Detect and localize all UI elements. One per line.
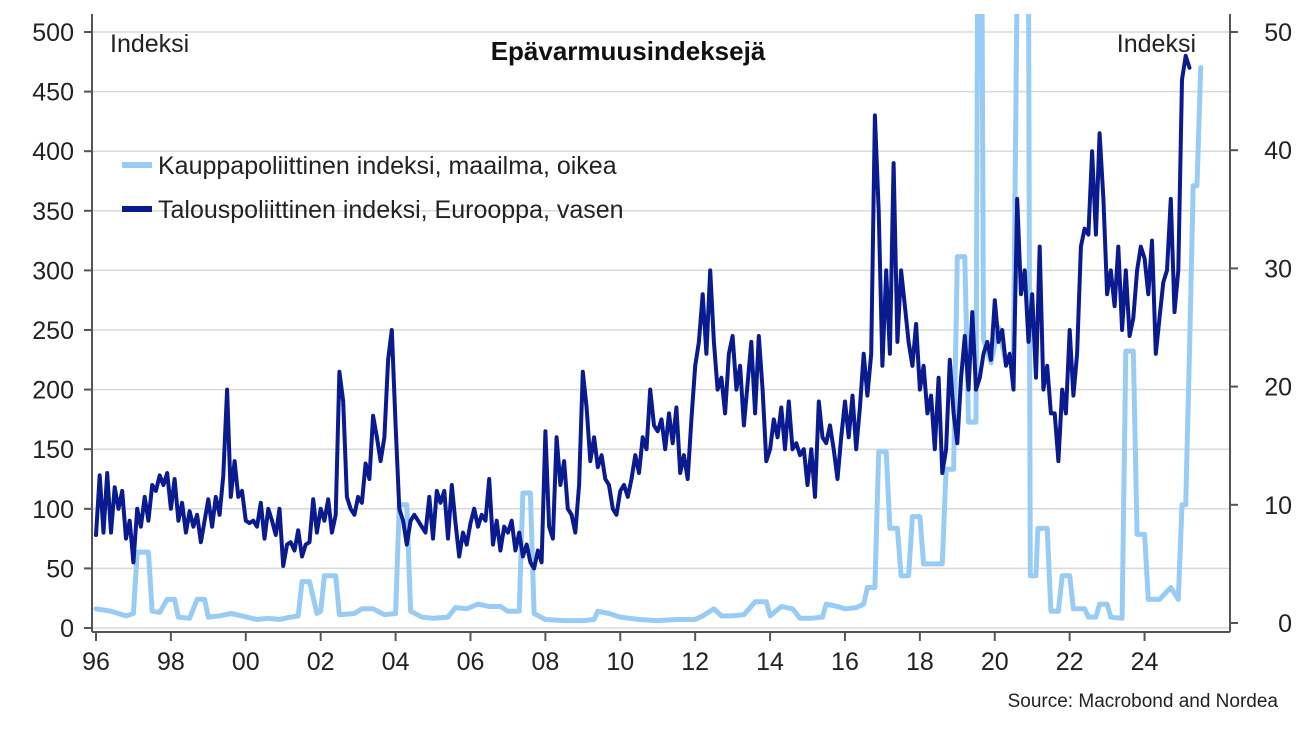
grid-lines — [92, 31, 1230, 629]
x-tick-label-18: 18 — [906, 648, 934, 676]
right-tick-label-10: 10 — [1264, 492, 1292, 520]
right-tick-label-0: 0 — [1278, 610, 1292, 638]
x-tick-label-00: 00 — [232, 648, 260, 676]
x-tick-label-14: 14 — [756, 648, 784, 676]
legend: Kauppapoliittinen indeksi, maailma, oike… — [122, 152, 624, 224]
left-tick-label-250: 250 — [32, 317, 74, 345]
right-tick-label-40: 40 — [1264, 137, 1292, 165]
chart-title: Epävarmuusindeksejä — [491, 36, 766, 66]
source-note: Source: Macrobond and Nordea — [1008, 691, 1279, 712]
left-tick-label-50: 50 — [46, 555, 74, 583]
left-axis-title: Indeksi — [110, 30, 189, 58]
left-tick-label-300: 300 — [32, 257, 74, 285]
left-tick-label-350: 350 — [32, 198, 74, 226]
x-tick-label-22: 22 — [1056, 648, 1084, 676]
left-axis-ticks: 0 50 100 150 200 250 300 350 400 450 500 — [32, 19, 92, 643]
legend-label-trade: Kauppapoliittinen indeksi, maailma, oike… — [158, 152, 617, 180]
series-line-trade — [93, 14, 1204, 624]
left-tick-label-0: 0 — [60, 615, 74, 643]
x-tick-label-96: 96 — [82, 648, 110, 676]
x-tick-label-10: 10 — [606, 648, 634, 676]
x-tick-label-08: 08 — [531, 648, 559, 676]
series-lines — [93, 14, 1204, 624]
left-tick-label-500: 500 — [32, 19, 74, 47]
left-tick-label-150: 150 — [32, 436, 74, 464]
x-tick-label-98: 98 — [157, 648, 185, 676]
right-tick-label-30: 30 — [1264, 255, 1292, 283]
right-tick-label-50: 50 — [1264, 19, 1292, 47]
left-tick-label-100: 100 — [32, 496, 74, 524]
x-tick-label-06: 06 — [457, 648, 485, 676]
left-tick-label-400: 400 — [32, 138, 74, 166]
x-tick-label-12: 12 — [681, 648, 709, 676]
left-tick-label-450: 450 — [32, 79, 74, 107]
x-tick-label-02: 02 — [307, 648, 335, 676]
right-tick-label-20: 20 — [1264, 374, 1292, 402]
x-tick-label-20: 20 — [981, 648, 1009, 676]
right-axis-ticks: 0 10 20 30 40 50 — [1230, 19, 1292, 638]
right-axis-title: Indeksi — [1117, 30, 1196, 58]
axes — [91, 14, 1231, 633]
x-tick-label-24: 24 — [1131, 648, 1159, 676]
series-line-economic — [94, 53, 1192, 571]
x-tick-label-16: 16 — [831, 648, 859, 676]
left-tick-label-200: 200 — [32, 377, 74, 405]
legend-label-economic: Talouspoliittinen indeksi, Eurooppa, vas… — [158, 196, 624, 224]
x-axis-ticks: 96 98 00 02 04 06 08 10 12 14 16 18 20 22 24 — [82, 632, 1159, 676]
x-tick-label-04: 04 — [382, 648, 410, 676]
